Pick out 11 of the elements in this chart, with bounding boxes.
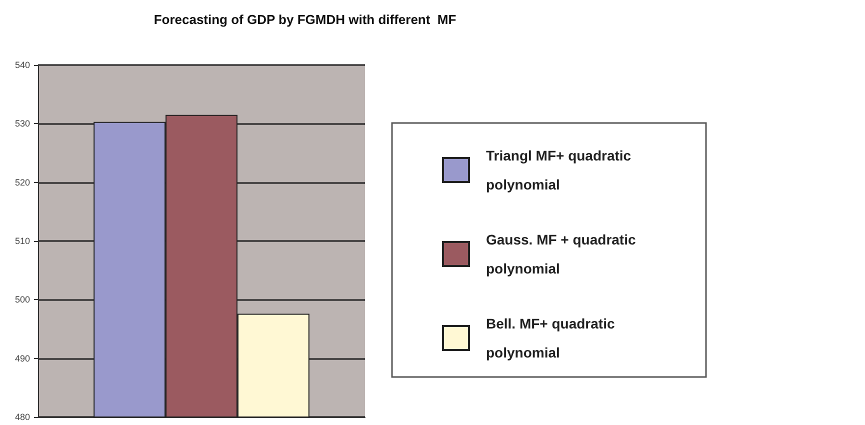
y-tick-label: 500 (14, 294, 30, 305)
y-tick-label: 490 (14, 353, 30, 364)
y-tick-label: 480 (14, 412, 30, 422)
y-tick-label: 540 (14, 60, 30, 70)
legend-label: Triangl MF+ quadratic polynomial (486, 148, 635, 192)
y-tick-label: 510 (14, 236, 30, 246)
chart-title: Forecasting of GDP by FGMDH with different MF (154, 12, 456, 27)
legend-label: Gauss. MF + quadratic polynomial (486, 232, 640, 276)
legend-label: Bell. MF+ quadratic polynomial (486, 316, 619, 360)
y-tick-label: 520 (14, 177, 30, 188)
y-tick-label: 530 (14, 118, 30, 129)
